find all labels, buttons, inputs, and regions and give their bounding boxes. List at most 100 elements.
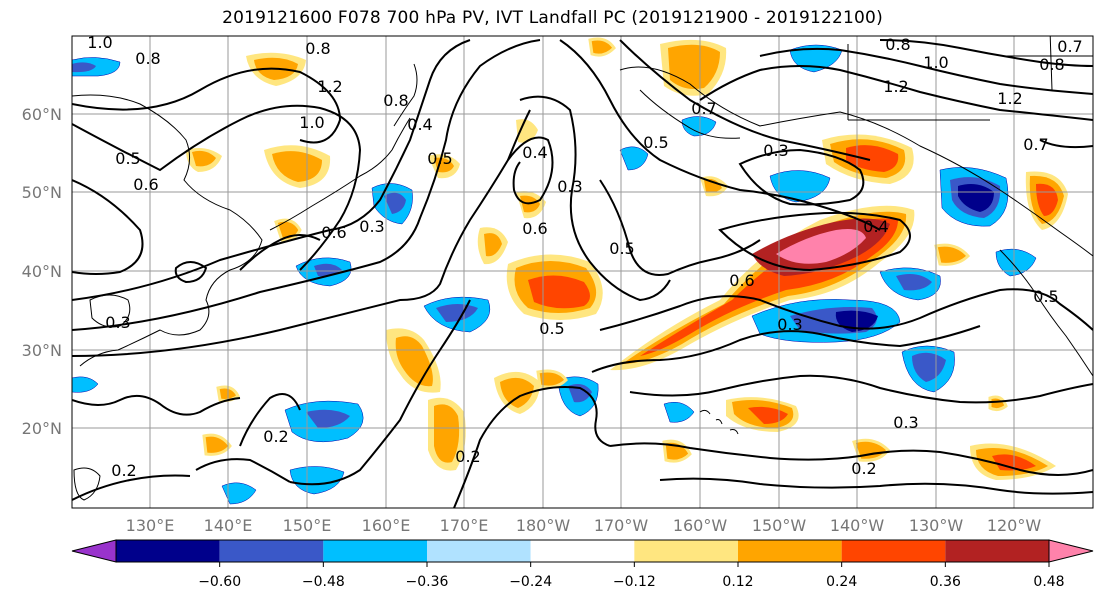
contour-label: 0.8	[383, 91, 408, 110]
map-title: 2019121600 F078 700 hPa PV, IVT Landfall…	[222, 8, 883, 28]
contour-label: 0.3	[763, 141, 788, 160]
colorbar-tick-label: −0.24	[509, 574, 552, 590]
neg-anomaly-14-core	[896, 274, 932, 291]
lat-label: 50°N	[22, 183, 62, 202]
colorbar-segment	[219, 540, 324, 562]
colorbar-segment	[530, 540, 635, 562]
contour-label: 0.6	[522, 219, 547, 238]
colorbar-segment	[116, 540, 220, 562]
contour-label: 0.5	[539, 319, 564, 338]
contour-label: 1.2	[883, 77, 908, 96]
contour-label: 0.2	[455, 447, 480, 466]
neg-anomaly-12-core	[958, 184, 994, 212]
lat-label: 60°N	[22, 105, 62, 124]
colorbar-tick-label: 0.12	[722, 574, 753, 590]
contour-label: 0.8	[885, 35, 910, 54]
contour-label: 0.3	[893, 413, 918, 432]
pos-anomaly-6-core	[484, 233, 502, 257]
lon-label: 160°W	[673, 516, 728, 535]
colorbar-arrow-low	[71, 539, 117, 563]
contour-label: 1.2	[997, 89, 1022, 108]
contour-label: 0.7	[691, 99, 716, 118]
contour-label: 0.3	[105, 313, 130, 332]
neg-anomaly-4-core	[436, 304, 478, 322]
contour-label: 1.2	[317, 77, 342, 96]
lat-label: 40°N	[22, 262, 62, 281]
pos-anomaly-14-core	[395, 336, 433, 387]
lat-label: 20°N	[22, 419, 62, 438]
lon-label: 140°E	[204, 516, 253, 535]
graticule	[72, 36, 1093, 508]
colorbar-tick-label: −0.60	[198, 574, 241, 590]
pos-anomaly-26	[988, 395, 1008, 412]
pos-anomaly-9	[516, 119, 538, 143]
contour-label: 0.3	[777, 315, 802, 334]
lon-label: 170°E	[440, 516, 489, 535]
colorbar-tick-label: −0.12	[613, 574, 656, 590]
contour-label: 0.7	[1023, 135, 1048, 154]
lon-label: 130°E	[126, 516, 175, 535]
pos-anomaly-17	[536, 369, 568, 389]
lon-label: 150°W	[752, 516, 807, 535]
contour-label: 0.8	[1039, 55, 1064, 74]
neg-anomaly-15-core	[912, 352, 946, 382]
contour-label: 0.2	[851, 459, 876, 478]
colorbar-arrow-high	[1048, 539, 1094, 563]
contour-label: 0.5	[427, 149, 452, 168]
pos-anomaly-11-core	[704, 179, 722, 193]
contour-label: 0.8	[135, 49, 160, 68]
neg-anomaly-1-core	[72, 62, 96, 73]
contour-label: 0.6	[321, 223, 346, 242]
colorbar-segment	[841, 540, 946, 562]
colorbar-tick-label: 0.24	[826, 574, 857, 590]
contour-label: 0.5	[609, 239, 634, 258]
contour-label: 0.6	[133, 175, 158, 194]
contour-label: 1.0	[299, 113, 324, 132]
contour-label: 0.4	[863, 217, 888, 236]
latitude-labels: 60°N 50°N 40°N 30°N 20°N	[22, 105, 62, 438]
colorbar-tick-label: −0.48	[302, 574, 345, 590]
lat-label: 30°N	[22, 341, 62, 360]
colorbar-tick-label: 0.48	[1033, 574, 1064, 590]
neg-anomaly-5-core	[306, 409, 350, 428]
pos-anomaly-18-core	[748, 406, 788, 424]
colorbar-segment	[427, 540, 531, 562]
contour-labels: 1.0 0.8 0.8 1.2 1.0 0.5 0.6 0.8 0.4 0.5 0.6 0.3 0.4 0…	[87, 33, 1082, 480]
pos-anomaly-2-core	[192, 150, 216, 167]
colorbar-segment	[323, 540, 427, 562]
colorbar-tick-label: −0.36	[406, 574, 449, 590]
contour-label: 0.3	[557, 177, 582, 196]
map-frame	[71, 35, 1094, 509]
colorbar-segment	[738, 540, 842, 562]
pos-anomaly-23	[588, 37, 616, 57]
neg-anomaly-7-core	[568, 384, 592, 403]
pos-anomaly-22	[934, 243, 971, 266]
longitude-labels: 130°E 140°E 150°E 160°E 170°E 180°W 170°W 160°W…	[126, 516, 1042, 535]
contour-label: 0.6	[729, 271, 754, 290]
colorbar-tick-label: 0.36	[930, 574, 961, 590]
colorbar-outline	[115, 539, 1050, 563]
contour-label: 0.5	[1033, 287, 1058, 306]
neg-anomaly-19	[72, 376, 99, 393]
contour-label: 0.8	[305, 39, 330, 58]
lon-label: 170°W	[594, 516, 649, 535]
neg-anomaly-9	[619, 146, 649, 171]
lon-label: 180°W	[516, 516, 571, 535]
pos-anomaly-10-core	[668, 44, 720, 89]
contour-label: 0.4	[522, 143, 547, 162]
contour-label: 1.0	[87, 33, 112, 52]
lon-label: 120°W	[987, 516, 1042, 535]
contour-label: 0.4	[407, 115, 432, 134]
contour-label: 0.7	[1057, 37, 1082, 56]
contour-label: 1.0	[923, 53, 948, 72]
lon-label: 160°E	[362, 516, 411, 535]
lon-label: 150°E	[283, 516, 332, 535]
pos-anomaly-main-core3	[776, 229, 866, 264]
pos-anomaly-12-core	[846, 145, 899, 172]
contour-label: 0.5	[115, 149, 140, 168]
neg-anomaly-17	[221, 482, 257, 505]
pos-anomaly-15-core	[434, 404, 460, 463]
neg-anomaly-18	[663, 402, 695, 423]
pos-anomaly-16-core	[500, 377, 534, 408]
